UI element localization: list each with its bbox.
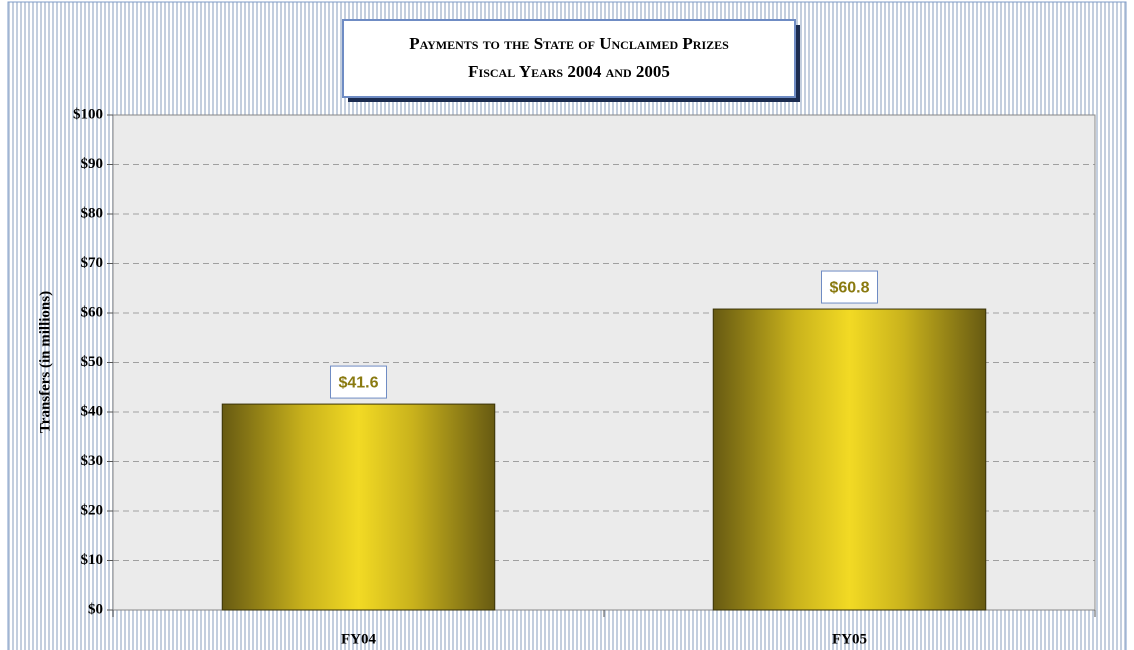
data-label-box <box>821 270 878 304</box>
chart-title: Payments to the State of Unclaimed Prize… <box>409 34 729 53</box>
y-tick-label: $40 <box>81 403 104 419</box>
bar <box>221 403 496 611</box>
y-tick-label: $90 <box>81 156 104 172</box>
x-tick-label: FY05 <box>832 631 867 647</box>
y-tick-label: $30 <box>81 453 104 469</box>
y-tick-label: $100 <box>73 106 103 122</box>
y-tick-label: $60 <box>81 304 104 320</box>
data-label-box <box>330 365 387 399</box>
y-tick-label: $80 <box>81 205 104 221</box>
y-tick-label: $20 <box>81 502 104 518</box>
title-box <box>342 19 796 98</box>
y-tick-label: $70 <box>81 255 104 271</box>
y-tick-label: $10 <box>81 552 104 568</box>
data-label: $41.6 <box>338 374 378 391</box>
y-tick-label: $50 <box>81 354 104 370</box>
y-axis-label: Transfers (in millions) <box>37 291 53 433</box>
y-tick-label: $0 <box>88 601 103 617</box>
bar <box>712 308 987 611</box>
data-label: $60.8 <box>829 279 869 296</box>
chart-subtitle: Fiscal Years 2004 and 2005 <box>468 62 670 81</box>
x-tick-label: FY04 <box>341 631 376 647</box>
